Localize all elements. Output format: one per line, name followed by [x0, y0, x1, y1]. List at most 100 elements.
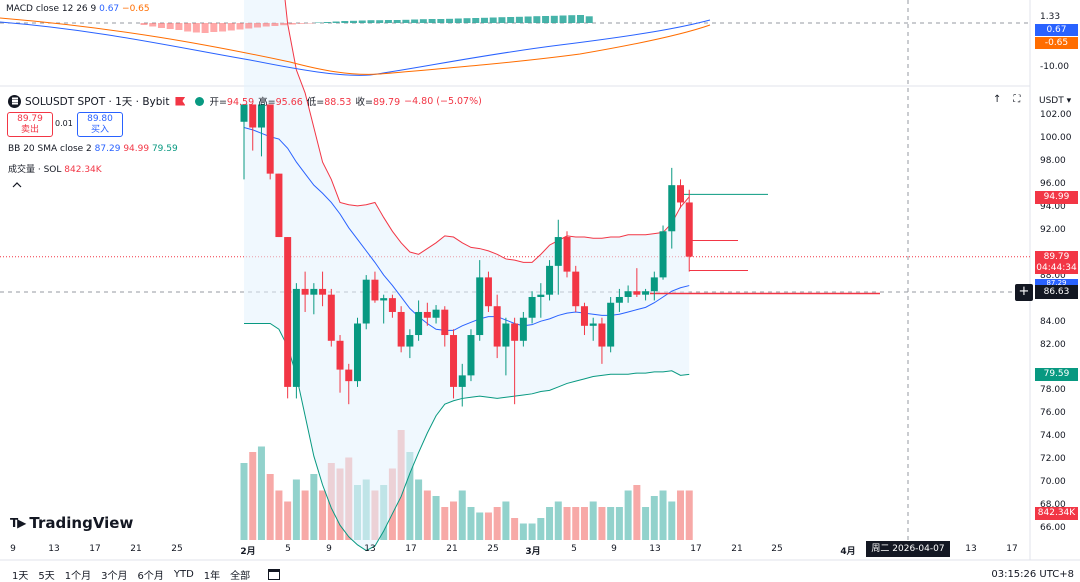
candle-body: [362, 279, 370, 324]
clock-timezone[interactable]: 03:15:26 UTC+8: [991, 568, 1074, 580]
buy-price: 89.80: [87, 114, 113, 124]
x-axis-label: 13: [48, 544, 60, 554]
buy-button[interactable]: 89.80 买入: [77, 112, 123, 137]
timeframe-1d[interactable]: 1天: [12, 570, 29, 582]
price-axis-label: 98.00: [1040, 156, 1066, 166]
candle-body: [493, 306, 501, 347]
timeframe-3m[interactable]: 3个月: [101, 570, 128, 582]
timeframe-6m[interactable]: 6个月: [137, 570, 164, 582]
volume-bar: [589, 501, 597, 540]
volume-bar: [580, 507, 588, 540]
candle-body: [598, 323, 606, 347]
macd-histogram-bar: [507, 17, 515, 23]
timeframe-1y[interactable]: 1年: [203, 570, 221, 582]
symbol-header: SOLUSDT SPOT · 1天 · Bybit 开=94.59 高=95.6…: [8, 93, 486, 109]
ohlc-high: 高=95.66: [258, 97, 303, 108]
volume-bar: [275, 490, 283, 540]
macd-histogram-bar: [166, 23, 174, 29]
bollinger-band-fill: [244, 0, 690, 551]
candle-body: [633, 291, 641, 295]
candle-body: [284, 237, 292, 387]
candle-body: [257, 104, 265, 128]
currency-select[interactable]: USDT ▾: [1039, 96, 1072, 106]
macd-histogram-bar: [341, 21, 349, 23]
candle-body: [406, 335, 414, 347]
candle-body: [624, 291, 632, 297]
volume-bar: [301, 490, 309, 540]
spread-value: 0.01: [55, 119, 73, 128]
price-axis-label: 100.00: [1040, 133, 1072, 143]
macd-histogram-bar: [367, 20, 375, 23]
tradingview-logo[interactable]: T▶ TradingView: [10, 514, 133, 532]
timeframe-5d[interactable]: 5天: [38, 570, 55, 582]
macd-histogram-bar: [446, 18, 454, 23]
macd-histogram-bar: [524, 16, 532, 23]
candle-body: [642, 291, 650, 295]
price-axis-label: 74.00: [1040, 431, 1066, 441]
price-axis-label: 78.00: [1040, 385, 1066, 395]
collapse-legend-icon[interactable]: [12, 180, 22, 190]
candle-body: [677, 185, 684, 203]
volume-bar: [415, 479, 423, 540]
timeframe-ytd[interactable]: YTD: [173, 568, 194, 580]
macd-histogram-bar: [428, 19, 436, 23]
candle-body: [432, 309, 440, 318]
candle-body: [345, 369, 353, 382]
candle-body: [563, 237, 571, 272]
bb-basis-line: [243, 127, 690, 331]
candle-body: [458, 375, 466, 387]
macd-histogram-bar: [559, 15, 567, 23]
add-alert-plus-icon[interactable]: +: [1015, 284, 1033, 301]
volume-bar: [572, 507, 580, 540]
price-axis-label: 96.00: [1040, 179, 1066, 189]
macd-histogram-bar: [437, 19, 445, 23]
macd-histogram-bar: [140, 23, 148, 25]
macd-label: MACD close 12 26 9: [6, 4, 97, 14]
bb-legend[interactable]: BB 20 SMA close 2 87.29 94.99 79.59: [8, 144, 178, 154]
x-axis-label: 9: [326, 544, 332, 554]
bb-basis-value: 87.29: [94, 144, 121, 154]
symbol-title[interactable]: SOLUSDT SPOT · 1天 · Bybit: [25, 95, 170, 108]
volume-legend[interactable]: 成交量 · SOL 842.34K: [8, 162, 102, 175]
timeframe-all[interactable]: 全部: [230, 570, 251, 582]
macd-histogram-bar: [393, 20, 401, 23]
calendar-icon[interactable]: [268, 568, 281, 580]
candle-body: [388, 298, 396, 312]
arrow-up-icon[interactable]: ↑: [993, 94, 1002, 105]
candle-body: [502, 323, 510, 347]
candle-body: [528, 296, 536, 318]
timeframe-1m[interactable]: 1个月: [64, 570, 92, 582]
sell-button[interactable]: 89.79 卖出: [7, 112, 53, 137]
volume-bar: [668, 501, 676, 540]
volume-bar: [633, 485, 641, 540]
chart-toolbar-right: ↑ ⛶: [993, 94, 1020, 105]
price-axis-label: 70.00: [1040, 477, 1066, 487]
x-axis-label: 13: [649, 544, 661, 554]
macd-histogram-bar: [236, 23, 244, 30]
volume-bar: [563, 507, 571, 540]
volume-label: 成交量 · SOL: [8, 165, 62, 175]
volume-bar: [406, 452, 414, 540]
macd-histogram-bar: [149, 23, 157, 27]
price-axis-label: 94.00: [1040, 202, 1066, 212]
volume-bar: [266, 474, 274, 540]
volume-bar: [546, 507, 554, 540]
candle-body: [511, 323, 519, 341]
macd-histogram-bar: [472, 18, 480, 23]
macd-histogram-bar: [157, 23, 165, 28]
buy-label: 买入: [90, 125, 109, 135]
macd-histogram-bar: [350, 20, 358, 23]
flag-icon[interactable]: [175, 96, 186, 106]
macd-scale-label: 1.33: [1040, 12, 1061, 22]
macd-histogram-bar: [480, 17, 488, 23]
candle-body: [607, 302, 615, 347]
volume-bar: [598, 507, 606, 540]
volume-bar: [554, 501, 562, 540]
x-axis-label: 5: [571, 544, 577, 554]
market-status-icon: [195, 96, 205, 106]
price-axis-label: 92.00: [1040, 225, 1066, 235]
macd-histogram-bar: [262, 23, 270, 27]
price-axis-label: 72.00: [1040, 454, 1066, 464]
fullscreen-icon[interactable]: ⛶: [1013, 94, 1021, 105]
